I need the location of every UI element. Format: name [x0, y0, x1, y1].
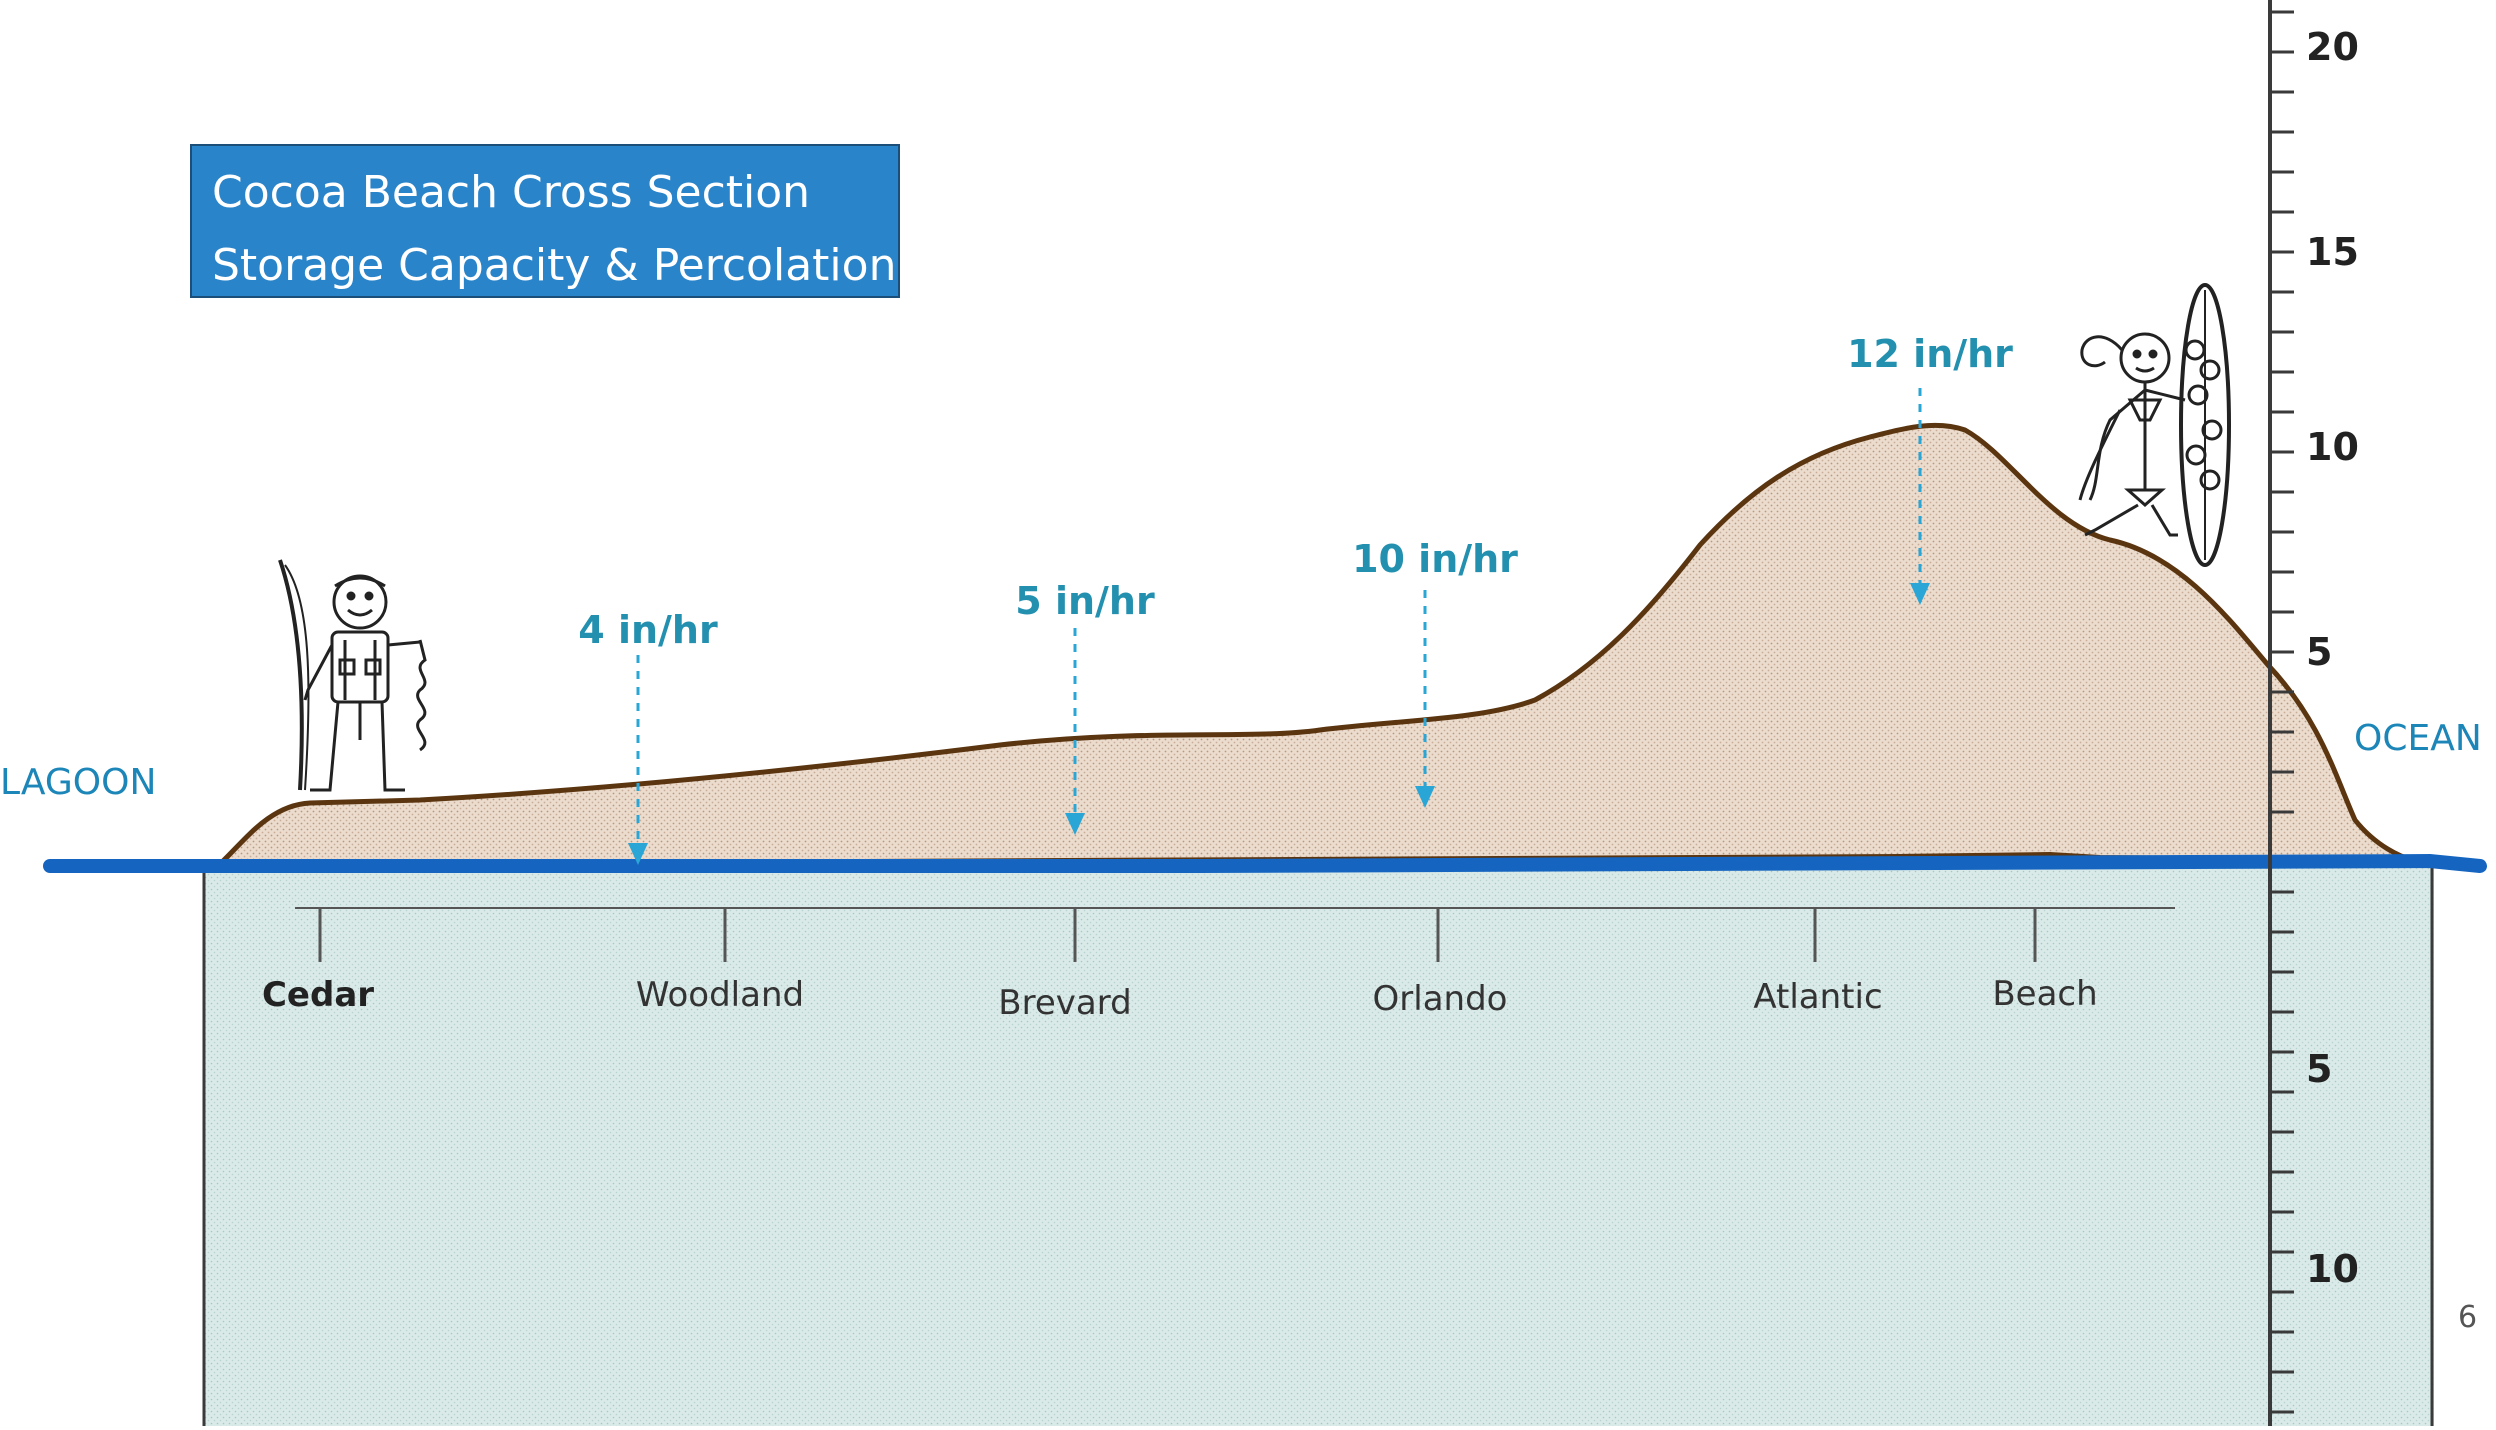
- title-line-2: Storage Capacity & Percolation: [212, 240, 897, 291]
- scale-label-lower: 10: [2306, 1247, 2359, 1291]
- lagoon-label: LAGOON: [0, 762, 157, 803]
- percolation-rate-label: 10 in/hr: [1352, 537, 1518, 581]
- percolation-arrows: 4 in/hr 5 in/hr 10 in/hr 12 in/hr: [578, 332, 2013, 865]
- percolation-rate-label: 4 in/hr: [578, 608, 718, 652]
- street-label: Cedar: [262, 975, 374, 1015]
- title-line-1: Cocoa Beach Cross Section: [212, 167, 811, 218]
- street-label: Beach: [1992, 974, 2097, 1014]
- street-label: Atlantic: [1753, 977, 1882, 1017]
- percolation-arrow-head: [1910, 583, 1930, 605]
- fisherman-figure: [278, 559, 427, 792]
- scale-label-upper: 5: [2306, 630, 2332, 674]
- street-label: Brevard: [998, 983, 1131, 1023]
- scale-ticks: 20 15 10 5 5 10: [2270, 10, 2359, 1414]
- scale-label-upper: 20: [2306, 25, 2359, 69]
- scale-label-upper: 10: [2306, 425, 2359, 469]
- street-label: Woodland: [636, 975, 804, 1015]
- percolation-arrow-head: [628, 843, 648, 865]
- percolation-rate-label: 5 in/hr: [1015, 579, 1155, 623]
- sand-island: [222, 425, 2420, 862]
- percolation-arrow-head: [1415, 786, 1435, 808]
- percolation-arrow-head: [1065, 813, 1085, 835]
- street-ticks: Cedar Woodland Brevard Orlando Atlantic Beach: [262, 908, 2098, 1023]
- ocean-label: OCEAN: [2354, 718, 2482, 759]
- water-surface-line: [43, 853, 2487, 873]
- percolation-rate-label: 12 in/hr: [1847, 332, 2013, 376]
- scale-label-lower: 5: [2306, 1047, 2332, 1091]
- surfer-figure: [2078, 283, 2231, 567]
- page-number: 6: [2458, 1300, 2478, 1335]
- scale-label-upper: 15: [2306, 230, 2359, 274]
- groundwater-zone: [204, 868, 2434, 1428]
- ground-surface-line: [220, 422, 2421, 865]
- title-box: Cocoa Beach Cross Section Storage Capaci…: [190, 144, 900, 298]
- street-label: Orlando: [1373, 979, 1508, 1019]
